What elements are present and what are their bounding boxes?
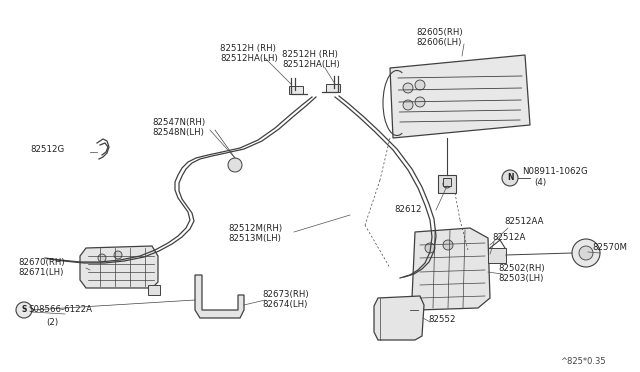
Text: 82671(LH): 82671(LH) (18, 269, 63, 278)
Circle shape (403, 83, 413, 93)
Text: S: S (21, 305, 27, 314)
Bar (488, 248, 506, 263)
Polygon shape (390, 55, 530, 138)
Text: 82512G: 82512G (30, 145, 64, 154)
Bar (443, 178, 451, 186)
Text: 82612: 82612 (394, 205, 422, 215)
Text: 82547N(RH): 82547N(RH) (152, 118, 205, 126)
Circle shape (415, 80, 425, 90)
Text: 82512AA: 82512AA (504, 218, 543, 227)
Polygon shape (80, 246, 158, 288)
Circle shape (16, 302, 32, 318)
Circle shape (572, 239, 600, 267)
Text: 82570M: 82570M (592, 244, 627, 253)
Text: 82605(RH): 82605(RH) (416, 28, 463, 36)
Text: 82674(LH): 82674(LH) (262, 299, 307, 308)
Text: N: N (507, 173, 513, 183)
Text: (2): (2) (46, 317, 58, 327)
Text: 82670(RH): 82670(RH) (18, 259, 65, 267)
Text: 82512HA(LH): 82512HA(LH) (220, 54, 278, 62)
Circle shape (443, 240, 453, 250)
Circle shape (228, 158, 242, 172)
Bar (289, 86, 303, 94)
Text: N08911-1062G: N08911-1062G (522, 167, 588, 176)
Text: 82512HA(LH): 82512HA(LH) (282, 60, 340, 68)
Text: 82502(RH): 82502(RH) (498, 263, 545, 273)
Text: S08566-6122A: S08566-6122A (28, 305, 92, 314)
Bar (326, 84, 340, 92)
Text: 82512A: 82512A (492, 234, 525, 243)
Circle shape (114, 251, 122, 259)
Circle shape (415, 97, 425, 107)
Text: ^825*0.35: ^825*0.35 (560, 357, 605, 366)
Text: 82503(LH): 82503(LH) (498, 273, 543, 282)
Text: 82512M(RH): 82512M(RH) (228, 224, 282, 232)
Text: 82548N(LH): 82548N(LH) (152, 128, 204, 137)
Polygon shape (195, 275, 244, 318)
Circle shape (403, 100, 413, 110)
Text: 82512H (RH): 82512H (RH) (220, 44, 276, 52)
Text: 82606(LH): 82606(LH) (416, 38, 461, 46)
Bar (438, 175, 456, 193)
Circle shape (98, 254, 106, 262)
Circle shape (443, 180, 451, 188)
Circle shape (425, 243, 435, 253)
Text: (4): (4) (534, 179, 546, 187)
Text: 82552: 82552 (428, 315, 456, 324)
Bar (148, 285, 160, 295)
Text: 82512H (RH): 82512H (RH) (282, 49, 338, 58)
Polygon shape (412, 228, 490, 310)
Text: 82673(RH): 82673(RH) (262, 289, 308, 298)
Text: 82513M(LH): 82513M(LH) (228, 234, 281, 243)
Circle shape (579, 246, 593, 260)
Circle shape (502, 170, 518, 186)
Polygon shape (374, 296, 424, 340)
